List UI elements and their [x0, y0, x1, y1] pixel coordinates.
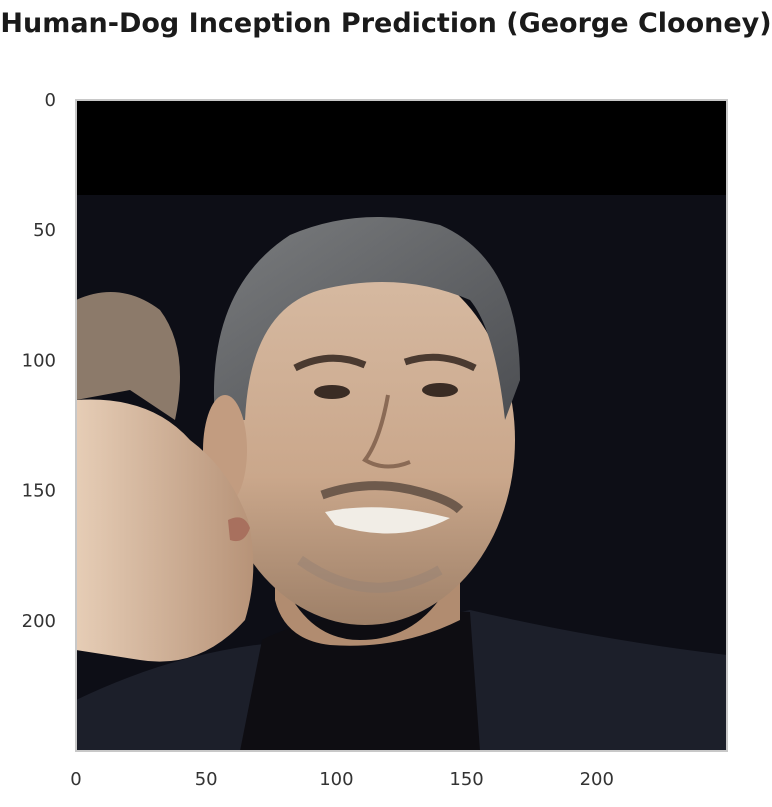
image-photo — [76, 100, 727, 751]
x-tick-label: 50 — [195, 769, 218, 790]
y-tick-label: 150 — [22, 481, 56, 502]
nose — [362, 394, 411, 469]
y-tick-label: 0 — [45, 90, 56, 111]
sweater — [240, 611, 480, 751]
left-eye — [314, 385, 350, 399]
x-tick-label: 100 — [319, 769, 353, 790]
left-eyebrow — [293, 354, 367, 372]
right-eye — [422, 383, 458, 397]
chart-title: Human-Dog Inception Prediction (George C… — [0, 8, 772, 39]
plot-frame — [75, 99, 728, 752]
y-tick-label: 100 — [22, 350, 56, 371]
x-tick-labels: 0 50 100 150 200 — [70, 769, 614, 790]
kisser-face — [76, 399, 254, 662]
face — [215, 255, 515, 625]
chin-stubble — [297, 555, 443, 593]
x-tick-label: 0 — [70, 769, 81, 790]
mustache — [320, 481, 464, 514]
photo-top-black-band — [76, 100, 727, 195]
y-tick-label: 50 — [33, 220, 56, 241]
y-tick-labels: 0 50 100 150 200 — [22, 90, 56, 632]
hair — [213, 217, 520, 420]
kisser-hair — [76, 292, 180, 420]
x-tick-label: 200 — [580, 769, 614, 790]
kisser-lips — [228, 517, 250, 542]
mouth — [325, 507, 450, 534]
y-tick-label: 200 — [22, 611, 56, 632]
x-tick-label: 150 — [449, 769, 483, 790]
right-eyebrow — [403, 353, 477, 372]
